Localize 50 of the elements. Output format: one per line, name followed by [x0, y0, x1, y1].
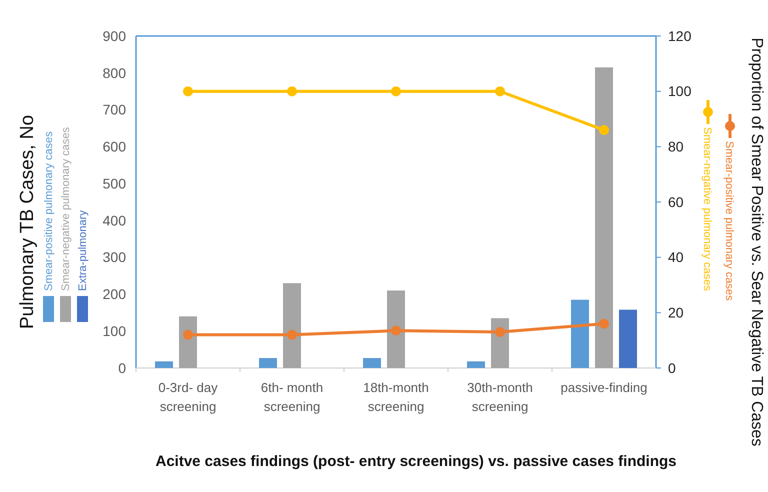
y2-tick-label: 60: [668, 194, 684, 210]
point: [495, 327, 505, 338]
y-tick-label: 0: [118, 360, 126, 376]
legend-label: Smear-positive pulmonary cases: [723, 141, 736, 302]
y-tick-label: 400: [102, 212, 126, 228]
x-tick-label: 6th- month screening: [260, 380, 324, 414]
bar: [387, 290, 405, 368]
text: Smear-negative pulmonary cases: [60, 126, 72, 291]
bar: [283, 283, 301, 368]
y2-tick-label: 100: [668, 83, 692, 100]
y-tick-label: 900: [102, 28, 126, 44]
bar: [619, 310, 637, 368]
point: [599, 318, 609, 329]
x-tick-label: 0-3rd- day screening: [158, 380, 218, 414]
point: [391, 86, 401, 96]
y2-tick-label: 40: [668, 249, 684, 266]
y2-axis-title: Proportion of Smear Positive vs. Sear Negative TB Cases: [748, 38, 765, 446]
x-tick-label: 30th-month screening: [467, 380, 533, 414]
y-tick-label: 500: [102, 175, 126, 192]
point: [287, 86, 297, 96]
y-tick-label: 100: [102, 323, 126, 340]
y-tick-label: 200: [102, 286, 126, 302]
x-tick-label: passive-finding: [560, 380, 648, 395]
y-tick-label: 300: [102, 249, 126, 266]
bar: [155, 361, 173, 368]
bar: [595, 67, 613, 368]
y2-tick-label: 20: [668, 304, 684, 321]
point: [287, 330, 297, 340]
point: [183, 330, 193, 340]
y2-tick-label: 120: [668, 28, 692, 44]
y-tick-label: 800: [102, 64, 126, 81]
bar: [467, 361, 485, 368]
text: Smear-positive pulmonary cases: [42, 130, 55, 291]
bar: [179, 316, 197, 368]
text: Extra-pulmonary: [76, 210, 89, 291]
point: [391, 326, 401, 336]
x-axis-title: Acitve cases findings (post- entry screenings) vs. passive cases findings: [155, 453, 677, 470]
bar: [259, 358, 277, 368]
y-axis-title: Pulmonary TB Cases, No: [17, 114, 38, 330]
bar: [571, 300, 589, 368]
legend-label: Smear-negative pulmonary cases: [701, 127, 714, 292]
point: [599, 125, 609, 136]
y-tick-label: 600: [102, 138, 126, 155]
y2-tick-label: 0: [668, 360, 676, 376]
point: [183, 86, 193, 96]
x-tick-label: 18th-month screening: [363, 380, 429, 414]
y-tick-label: 700: [102, 102, 126, 118]
y2-tick-label: 80: [668, 138, 684, 155]
bar: [363, 358, 381, 368]
point: [495, 86, 505, 96]
